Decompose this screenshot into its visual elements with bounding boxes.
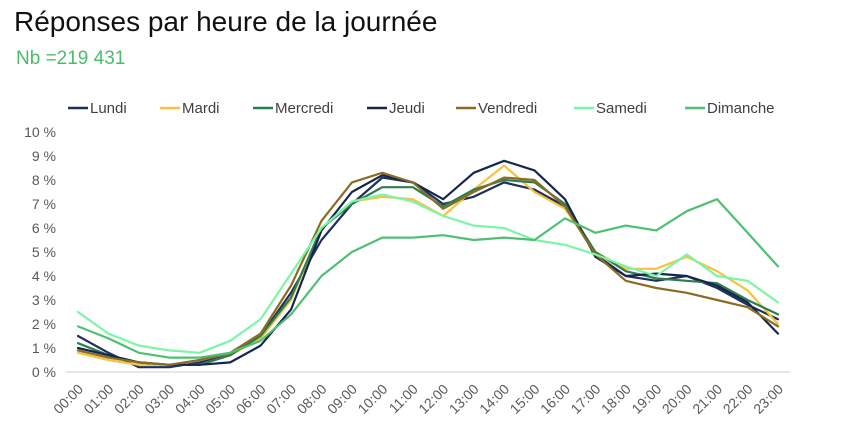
x-tick-label: 04:00 bbox=[172, 381, 208, 417]
x-tick-label: 02:00 bbox=[111, 381, 147, 417]
series-line-vendredi bbox=[76, 171, 780, 366]
x-tick-label: 06:00 bbox=[233, 381, 269, 417]
series-line-lundi bbox=[76, 176, 780, 369]
y-axis: 0 % 1 % 2 % 3 % 4 % 5 % 6 % 7 % 8 % 9 % 10 % bbox=[24, 124, 56, 380]
x-tick-label: 19:00 bbox=[628, 381, 664, 417]
x-tick-label: 18:00 bbox=[598, 381, 634, 417]
x-tick-label: 16:00 bbox=[537, 381, 573, 417]
x-tick-label: 00:00 bbox=[50, 381, 86, 417]
x-tick-label: 09:00 bbox=[324, 381, 360, 417]
y-tick-label: 8 % bbox=[32, 172, 56, 188]
legend-label: Mardi bbox=[182, 100, 220, 117]
x-tick-label: 12:00 bbox=[415, 381, 451, 417]
y-tick-label: 9 % bbox=[32, 148, 56, 164]
legend-label: Vendredi bbox=[478, 100, 537, 117]
y-tick-label: 0 % bbox=[32, 364, 56, 380]
x-tick-label: 22:00 bbox=[720, 381, 756, 417]
legend-label: Jeudi bbox=[389, 100, 425, 117]
legend-label: Dimanche bbox=[707, 100, 775, 117]
y-tick-label: 5 % bbox=[32, 244, 56, 260]
y-tick-label: 1 % bbox=[32, 340, 56, 356]
x-tick-label: 17:00 bbox=[567, 381, 603, 417]
x-tick-label: 01:00 bbox=[80, 381, 116, 417]
y-tick-label: 10 % bbox=[24, 124, 56, 140]
legend-label: Samedi bbox=[596, 100, 647, 117]
chart-subtitle: Nb =219 431 bbox=[16, 48, 126, 69]
y-tick-label: 6 % bbox=[32, 220, 56, 236]
series-line-dimanche bbox=[76, 198, 780, 359]
legend: Lundi Mardi Mercredi Jeudi Vendredi Samedi Dim… bbox=[68, 100, 775, 117]
x-tick-label: 23:00 bbox=[750, 381, 786, 417]
x-tick-label: 03:00 bbox=[141, 381, 177, 417]
y-tick-label: 4 % bbox=[32, 268, 56, 284]
x-tick-label: 05:00 bbox=[202, 381, 238, 417]
y-tick-label: 2 % bbox=[32, 316, 56, 332]
series-line-samedi bbox=[76, 193, 780, 354]
x-tick-label: 13:00 bbox=[446, 381, 482, 417]
x-tick-label: 20:00 bbox=[659, 381, 695, 417]
x-tick-label: 15:00 bbox=[507, 381, 543, 417]
legend-label: Lundi bbox=[90, 100, 127, 117]
x-tick-label: 21:00 bbox=[689, 381, 725, 417]
x-tick-label: 14:00 bbox=[476, 381, 512, 417]
x-tick-label: 10:00 bbox=[354, 381, 390, 417]
y-tick-label: 7 % bbox=[32, 196, 56, 212]
legend-label: Mercredi bbox=[275, 100, 333, 117]
x-tick-label: 08:00 bbox=[294, 381, 330, 417]
series-line-jeudi bbox=[76, 159, 780, 366]
series-lines bbox=[76, 159, 780, 369]
x-axis: 00:0001:0002:0003:0004:0005:0006:0007:00… bbox=[50, 371, 790, 417]
y-tick-label: 3 % bbox=[32, 292, 56, 308]
chart-title: Réponses par heure de la journée bbox=[14, 6, 438, 37]
x-tick-label: 07:00 bbox=[263, 381, 299, 417]
x-tick-label: 11:00 bbox=[386, 381, 422, 417]
